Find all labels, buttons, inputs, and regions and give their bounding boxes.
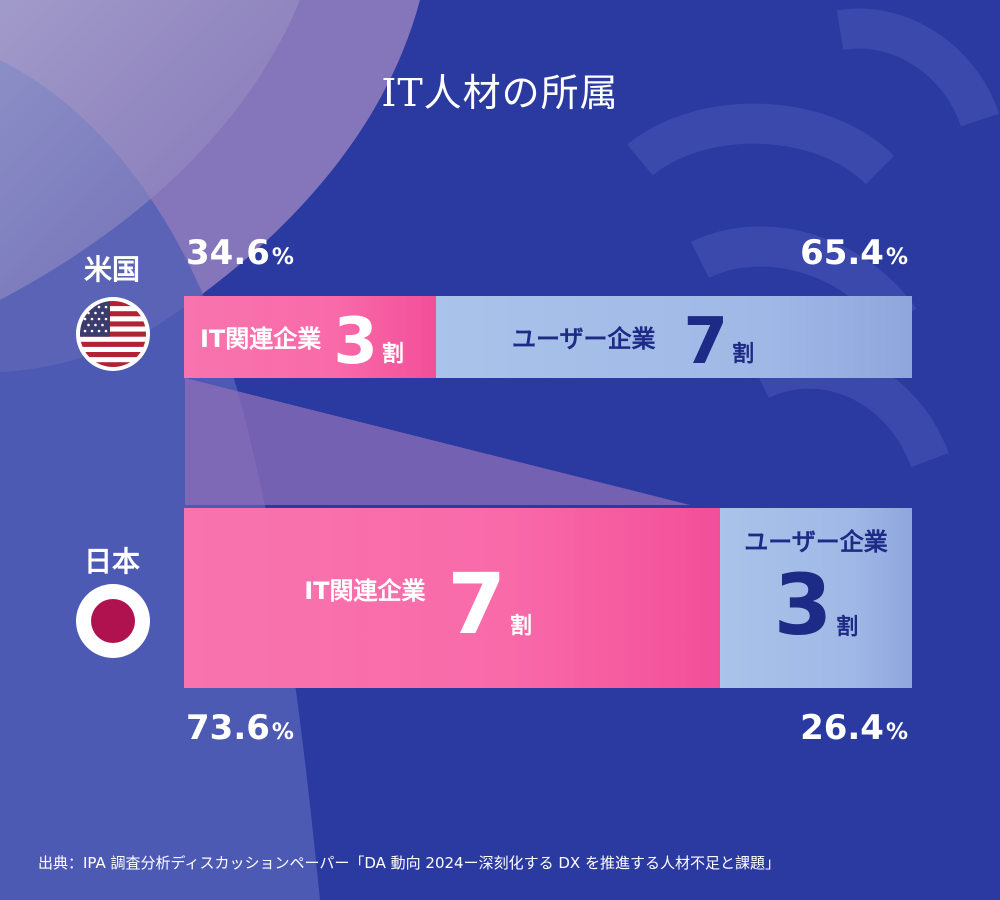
- source-note: 出典：IPA 調査分析ディスカッションペーパー「DA 動向 2024ー深刻化する…: [38, 854, 780, 872]
- country-label-japan: 日本: [83, 545, 140, 578]
- bar-us-it: IT関連企業 3 割: [184, 296, 436, 378]
- bar-us-user: ユーザー企業 7 割: [436, 296, 912, 378]
- bar-us-user-label: ユーザー企業 7 割: [512, 305, 755, 378]
- japan-flag-icon: [76, 584, 150, 658]
- bar-us-it-label: IT関連企業 3 割: [200, 305, 404, 378]
- japan-it-percent: 73.6%: [186, 708, 294, 748]
- us-it-percent: 34.6%: [186, 233, 294, 273]
- chart-title: IT人材の所属: [381, 71, 619, 115]
- country-label-us: 米国: [83, 253, 140, 286]
- us-user-percent: 65.4%: [800, 233, 908, 273]
- bar-jp-it: IT関連企業 7 割: [184, 508, 720, 688]
- bar-jp-it-label: IT関連企業 7 割: [304, 555, 532, 653]
- us-flag-icon: [76, 297, 150, 371]
- japan-user-percent: 26.4%: [800, 708, 908, 748]
